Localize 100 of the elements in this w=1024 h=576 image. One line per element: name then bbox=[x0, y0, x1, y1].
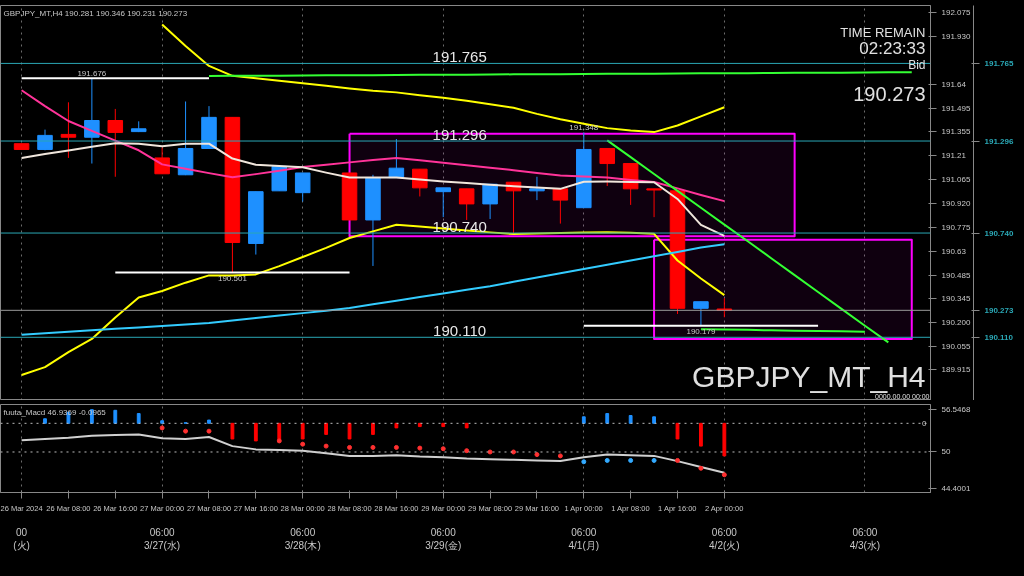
y-tick-label: 190.345 bbox=[941, 293, 971, 303]
y-tick-label: 190.920 bbox=[941, 198, 971, 208]
bar bbox=[324, 422, 329, 435]
point bbox=[534, 452, 540, 458]
point bbox=[651, 457, 657, 463]
candlestick bbox=[482, 183, 498, 220]
annotation: GBPJPY_MT_H4 bbox=[692, 359, 926, 393]
text: 06:00 3/27(水) bbox=[144, 526, 181, 551]
point bbox=[487, 449, 493, 455]
point bbox=[440, 446, 446, 452]
bar bbox=[417, 422, 422, 428]
line-series bbox=[20, 89, 726, 203]
text: 06:00 3/29(金) bbox=[425, 526, 462, 551]
bar bbox=[652, 416, 656, 424]
candlestick bbox=[60, 101, 77, 159]
annotation: 02:23:33 bbox=[859, 38, 926, 58]
y-tick-label: 56.5468 bbox=[941, 404, 971, 414]
text: 06:00 4/2(火) bbox=[709, 526, 740, 551]
text: 191.296 bbox=[984, 136, 1014, 146]
point bbox=[276, 438, 282, 444]
bar bbox=[347, 422, 352, 440]
candlestick bbox=[84, 77, 100, 165]
bar bbox=[699, 422, 703, 447]
point bbox=[347, 444, 353, 450]
candlestick bbox=[412, 168, 428, 197]
bar bbox=[113, 409, 118, 424]
y-tick-label: 189.915 bbox=[941, 365, 971, 375]
point bbox=[370, 444, 376, 450]
point bbox=[159, 425, 165, 431]
ref-line-label: 191.765 bbox=[432, 48, 487, 66]
point bbox=[183, 428, 189, 434]
candlestick bbox=[107, 108, 124, 178]
bar bbox=[230, 422, 235, 440]
bar bbox=[43, 418, 47, 424]
text: 06:00 3/28(木) bbox=[284, 526, 321, 551]
y-tick-label: 190.200 bbox=[941, 317, 971, 327]
text: 06:00 4/1(月) bbox=[568, 526, 600, 551]
bar bbox=[605, 413, 610, 424]
point bbox=[511, 449, 517, 455]
annotation: 0 bbox=[922, 418, 928, 428]
text: 191.765 bbox=[984, 58, 1014, 68]
bar bbox=[581, 416, 586, 424]
annotation: 191.348 bbox=[569, 123, 599, 133]
annotation: 191.676 bbox=[77, 69, 107, 79]
bar bbox=[675, 422, 680, 440]
point bbox=[604, 457, 610, 463]
bar bbox=[136, 413, 141, 424]
y-tick-label: 50 bbox=[941, 447, 951, 457]
y-tick-label: 190.055 bbox=[941, 341, 971, 351]
y-tick-label: 191.065 bbox=[941, 174, 971, 184]
bar bbox=[464, 422, 469, 429]
point bbox=[557, 453, 563, 459]
bar bbox=[300, 422, 305, 440]
point bbox=[323, 443, 329, 449]
annotation: 190.179 bbox=[686, 326, 716, 336]
candlestick bbox=[552, 188, 569, 225]
bar bbox=[207, 419, 211, 424]
candlestick bbox=[599, 147, 615, 187]
text: 00 (火) bbox=[13, 526, 30, 551]
y-tick-label: 191.930 bbox=[941, 31, 971, 41]
line-series bbox=[20, 243, 726, 336]
y-tick-label: 190.63 bbox=[941, 246, 967, 256]
y-tick-label: 191.21 bbox=[941, 150, 967, 160]
annotation: 190.501 bbox=[217, 273, 248, 283]
ref-line-label: 190.110 bbox=[433, 322, 487, 340]
bar bbox=[371, 422, 375, 435]
candlestick bbox=[435, 187, 452, 218]
text: 190.273 bbox=[984, 305, 1014, 315]
line-series bbox=[20, 142, 726, 237]
y-tick-label: 191.495 bbox=[941, 103, 971, 113]
point bbox=[698, 465, 704, 471]
annotation: 190.273 bbox=[853, 82, 926, 105]
text: 190.740 bbox=[984, 228, 1014, 238]
point bbox=[417, 445, 423, 451]
point bbox=[206, 428, 212, 434]
candlestick bbox=[294, 172, 311, 203]
point bbox=[300, 441, 306, 447]
annotation: TIME REMAIN bbox=[840, 24, 926, 40]
point bbox=[464, 448, 470, 454]
y-tick-label: 190.485 bbox=[941, 270, 971, 280]
point bbox=[393, 444, 399, 450]
y-tick-label: 191.64 bbox=[941, 79, 967, 89]
bar bbox=[722, 422, 727, 457]
point bbox=[581, 459, 587, 465]
candlestick bbox=[646, 188, 662, 218]
bar bbox=[628, 415, 633, 424]
bar bbox=[394, 422, 399, 429]
bar bbox=[253, 422, 258, 442]
y-tick-label: 44.4001 bbox=[941, 483, 971, 493]
y-tick-label: 190.775 bbox=[941, 222, 971, 232]
line-series bbox=[606, 139, 890, 344]
point bbox=[628, 457, 634, 463]
point bbox=[675, 457, 680, 463]
bar bbox=[441, 422, 446, 428]
point bbox=[721, 472, 727, 478]
candlestick bbox=[693, 301, 709, 327]
bar bbox=[160, 420, 165, 424]
y-tick-label: 191.355 bbox=[941, 126, 971, 136]
text: 06:00 4/3(水) bbox=[849, 526, 881, 551]
chart-title: GBPJPY_MT,H4 190.281 190.346 190.231 190.273 bbox=[3, 8, 188, 18]
